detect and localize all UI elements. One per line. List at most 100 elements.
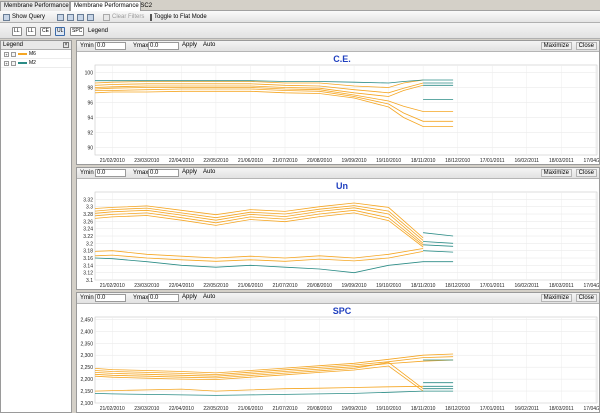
x-tick-label: 17/04/2011: [584, 406, 599, 412]
chart-toolbar: LL LL CE UL SPC Legend: [0, 23, 600, 39]
x-tick-label: 17/04/2011: [584, 283, 599, 289]
x-tick-label: 17/01/2011: [480, 406, 505, 412]
series-line: [94, 353, 454, 374]
ymax-label: Ymax: [133, 170, 149, 176]
expand-icon[interactable]: +: [4, 60, 9, 66]
auto-button[interactable]: Auto: [203, 169, 216, 175]
x-tick-label: 21/07/2010: [272, 158, 297, 164]
y-tick-label: 92: [87, 131, 93, 137]
ymin-label: Ymin: [80, 43, 94, 49]
x-tick-label: 18/12/2010: [445, 406, 470, 412]
chart-panel: Ymin 0.0 Ymax 0.0 Apply Auto Maximize Close C.E.…: [76, 40, 600, 165]
series-swatch: [18, 53, 27, 55]
x-tick-label: 19/09/2010: [342, 158, 367, 164]
series-line: [94, 90, 454, 127]
refresh-button[interactable]: [87, 13, 94, 21]
query-icon: [3, 13, 10, 21]
ymax-input[interactable]: 0.0: [148, 169, 179, 177]
auto-button[interactable]: Auto: [203, 42, 216, 48]
series-line: [94, 87, 454, 112]
ymax-input[interactable]: 0.0: [148, 294, 179, 302]
print-button[interactable]: [77, 13, 84, 21]
legend-checkbox[interactable]: [11, 60, 16, 66]
ymin-label: Ymin: [80, 295, 94, 301]
maximize-button[interactable]: Maximize: [540, 42, 572, 50]
close-button[interactable]: Close: [575, 169, 597, 177]
toggle-flat-mode-button[interactable]: Toggle to Flat Mode: [150, 13, 207, 21]
x-tick-label: 21/02/2010: [100, 406, 125, 412]
x-tick-label: 23/03/2010: [134, 406, 159, 412]
maximize-button[interactable]: Maximize: [540, 169, 572, 177]
main-toolbar: Show Query Clear Filters Toggle to Flat …: [0, 11, 600, 23]
x-tick-label: 22/05/2010: [203, 406, 228, 412]
chart-button-ce[interactable]: CE: [40, 27, 51, 36]
x-tick-label: 20/08/2010: [307, 158, 332, 164]
series-line: [94, 212, 424, 248]
apply-button[interactable]: Apply: [182, 169, 198, 175]
x-tick-label: 21/07/2010: [272, 406, 297, 412]
x-tick-label: 21/06/2010: [238, 406, 263, 412]
x-tick-label: 16/02/2011: [514, 406, 539, 412]
x-tick-label: 17/04/2011: [584, 158, 599, 164]
chart-button-ll-1[interactable]: LL: [12, 27, 22, 36]
ymin-label: Ymin: [80, 170, 94, 176]
series-line: [94, 202, 424, 239]
ymin-input[interactable]: 0.0: [95, 42, 126, 50]
legend-item-m2[interactable]: + M2: [1, 59, 71, 68]
legend-item-m6[interactable]: + M6: [1, 50, 71, 59]
legend-checkbox[interactable]: [11, 51, 16, 57]
x-tick-label: 18/03/2011: [549, 283, 574, 289]
x-tick-label: 18/11/2010: [411, 283, 436, 289]
y-tick-label: 3.22: [83, 234, 93, 240]
series-line: [94, 251, 424, 262]
chart-svg: Un 3.32 3.33.283.26 3.243.223.2 3.183.163.14…: [83, 181, 599, 289]
x-tick-label: 23/03/2010: [134, 158, 159, 164]
x-tick-label: 17/01/2011: [480, 158, 505, 164]
chart-button-ll-2[interactable]: LL: [26, 27, 36, 36]
x-tick-label: 18/03/2011: [549, 406, 574, 412]
chart-button-ul[interactable]: UL: [55, 27, 66, 36]
y-tick-label: 3.2: [86, 241, 93, 247]
show-query-button[interactable]: Show Query: [3, 13, 45, 21]
x-tick-label: 23/03/2010: [134, 283, 159, 289]
series-line: [94, 356, 454, 376]
legend-toggle[interactable]: Legend: [88, 28, 109, 34]
legend-title: Legend: [3, 42, 24, 48]
ymax-label: Ymax: [133, 295, 149, 301]
maximize-button[interactable]: Maximize: [540, 294, 572, 302]
x-tick-label: 21/07/2010: [272, 283, 297, 289]
close-icon[interactable]: ×: [63, 42, 69, 48]
series-line: [423, 232, 454, 237]
x-tick-label: 22/05/2010: [203, 158, 228, 164]
auto-button[interactable]: Auto: [203, 294, 216, 300]
x-tick-label: 22/04/2010: [169, 283, 194, 289]
grid-view-button[interactable]: [57, 13, 64, 21]
tab-membrane-performance-sc1[interactable]: Membrane Performance SC1: [0, 1, 82, 11]
x-tick-label: 20/08/2010: [307, 406, 332, 412]
x-tick-label: 18/11/2010: [411, 406, 436, 412]
ymin-input[interactable]: 0.0: [95, 294, 126, 302]
series-line: [94, 248, 424, 259]
close-button[interactable]: Close: [575, 294, 597, 302]
ymax-input[interactable]: 0.0: [148, 42, 179, 50]
export-button[interactable]: [67, 13, 74, 21]
chart-title: C.E.: [333, 54, 351, 64]
expand-icon[interactable]: +: [4, 51, 9, 57]
apply-button[interactable]: Apply: [182, 42, 198, 48]
tab-membrane-performance-sc2[interactable]: Membrane Performance SC2: [70, 1, 152, 11]
chart-button-spc[interactable]: SPC: [70, 27, 85, 36]
ymin-input[interactable]: 0.0: [95, 169, 126, 177]
close-button[interactable]: Close: [575, 42, 597, 50]
legend-header: Legend ×: [1, 41, 71, 50]
x-tick-label: 18/12/2010: [445, 158, 470, 164]
clear-filters-button[interactable]: Clear Filters: [103, 13, 144, 21]
apply-button[interactable]: Apply: [182, 294, 198, 300]
x-tick-label: 21/06/2010: [238, 283, 263, 289]
refresh-icon: [87, 13, 94, 21]
chart-panel: Ymin 0.0 Ymax 0.0 Apply Auto Maximize Close SPC 2…: [76, 292, 600, 413]
series-line: [94, 361, 424, 390]
series-line: [94, 79, 424, 88]
x-tick-label: 19/10/2010: [376, 406, 401, 412]
series-line: [94, 385, 424, 392]
x-tick-label: 19/10/2010: [376, 283, 401, 289]
